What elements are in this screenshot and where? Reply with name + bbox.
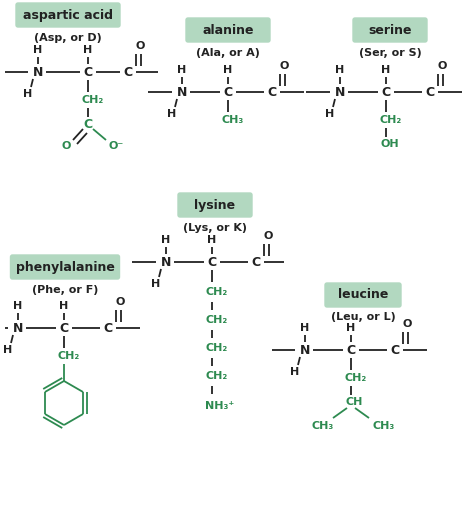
FancyBboxPatch shape (325, 283, 401, 307)
Text: C: C (103, 321, 112, 334)
Text: CH₂: CH₂ (206, 343, 228, 353)
Text: H: H (33, 45, 43, 55)
Text: H: H (59, 301, 69, 311)
Text: H: H (346, 323, 356, 333)
Text: H: H (223, 65, 233, 75)
Text: O: O (135, 41, 145, 51)
FancyBboxPatch shape (186, 18, 270, 42)
Text: N: N (33, 66, 43, 79)
Text: N: N (13, 321, 23, 334)
Text: C: C (251, 255, 261, 268)
Text: H: H (336, 65, 345, 75)
Text: CH₃: CH₃ (373, 421, 395, 431)
FancyBboxPatch shape (10, 255, 119, 279)
Text: CH₂: CH₂ (82, 95, 104, 105)
Text: C: C (123, 66, 133, 79)
Text: leucine: leucine (338, 289, 388, 302)
Text: (Phe, or F): (Phe, or F) (32, 285, 98, 295)
Text: N: N (335, 85, 345, 98)
Text: H: H (13, 301, 23, 311)
Text: O: O (279, 61, 289, 71)
Text: O: O (438, 61, 447, 71)
Text: O: O (61, 141, 71, 151)
Text: (Lys, or K): (Lys, or K) (183, 223, 247, 233)
Text: serine: serine (368, 23, 412, 36)
Text: C: C (382, 85, 391, 98)
Text: H: H (177, 65, 187, 75)
Text: CH₃: CH₃ (312, 421, 334, 431)
Text: aspartic acid: aspartic acid (23, 8, 113, 21)
FancyBboxPatch shape (16, 3, 120, 27)
Text: alanine: alanine (202, 23, 254, 36)
Text: N: N (177, 85, 187, 98)
Text: H: H (167, 109, 177, 119)
Text: (Ser, or S): (Ser, or S) (359, 48, 421, 58)
Text: C: C (267, 85, 276, 98)
Text: CH₂: CH₂ (206, 315, 228, 325)
Text: H: H (291, 367, 300, 377)
Text: OH: OH (381, 139, 399, 149)
Text: C: C (223, 85, 233, 98)
Text: N: N (300, 344, 310, 357)
Text: CH₂: CH₂ (345, 373, 367, 383)
Text: CH: CH (346, 397, 363, 407)
Text: N: N (161, 255, 171, 268)
Text: C: C (346, 344, 356, 357)
Text: H: H (151, 279, 161, 289)
FancyBboxPatch shape (353, 18, 427, 42)
Text: H: H (301, 323, 310, 333)
Text: H: H (382, 65, 391, 75)
Text: H: H (83, 45, 92, 55)
Text: CH₂: CH₂ (58, 351, 80, 361)
Text: H: H (207, 235, 217, 245)
Text: H: H (3, 345, 13, 355)
Text: CH₂: CH₂ (380, 115, 402, 125)
Text: CH₂: CH₂ (206, 371, 228, 381)
Text: H: H (325, 109, 335, 119)
Text: (Leu, or L): (Leu, or L) (331, 312, 395, 322)
Text: O⁻: O⁻ (109, 141, 124, 151)
Text: C: C (391, 344, 400, 357)
Text: CH₃: CH₃ (222, 115, 244, 125)
Text: lysine: lysine (194, 199, 236, 212)
Text: H: H (23, 89, 33, 99)
Text: O: O (115, 297, 125, 307)
Text: C: C (59, 321, 69, 334)
Text: O: O (264, 231, 273, 241)
Text: C: C (426, 85, 435, 98)
Text: phenylalanine: phenylalanine (16, 261, 114, 274)
Text: (Ala, or A): (Ala, or A) (196, 48, 260, 58)
Text: C: C (208, 255, 217, 268)
Text: O: O (402, 319, 412, 329)
Text: C: C (83, 118, 92, 131)
FancyBboxPatch shape (178, 193, 252, 217)
Text: C: C (83, 66, 92, 79)
Text: NH₃⁺: NH₃⁺ (205, 401, 235, 411)
Text: (Asp, or D): (Asp, or D) (34, 33, 102, 43)
Text: CH₂: CH₂ (206, 287, 228, 297)
Text: H: H (161, 235, 171, 245)
